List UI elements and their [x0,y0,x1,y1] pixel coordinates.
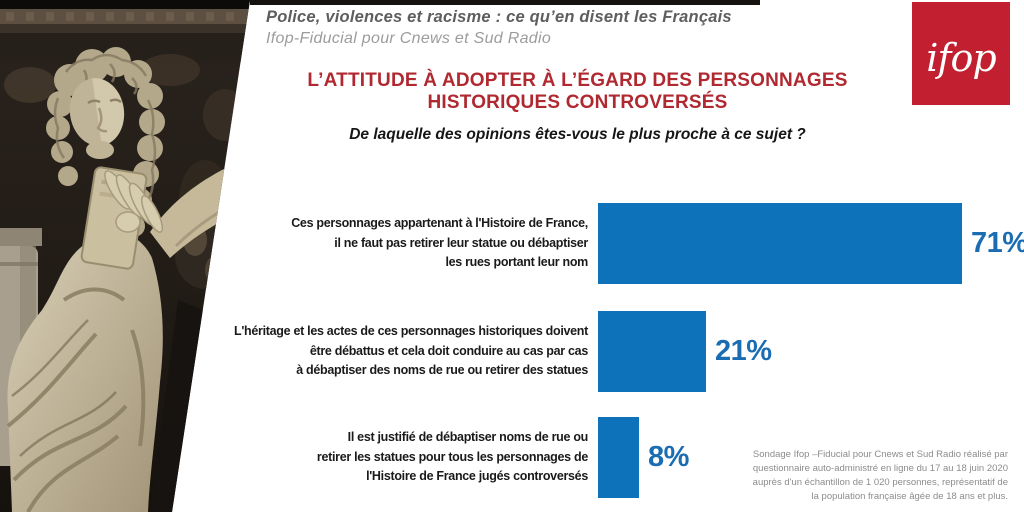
chart-question: De laquelle des opinions êtes-vous le pl… [349,126,806,143]
bar-case-by-case [598,311,706,392]
bar-row-remove-all: Il est justifié de débaptiser noms de ru… [176,417,689,498]
bar-label: Il est justifié de débaptiser noms de ru… [316,430,588,484]
bar-label: Ces personnages appartenant à l'Histoire… [291,216,588,270]
bar-value: 71% [971,227,1024,259]
bar-row-keep-statues: Ces personnages appartenant à l'Histoire… [176,203,1024,284]
bar-value: 8% [648,441,689,473]
methodology-note: Sondage Ifop –Fiducial pour Cnews et Sud… [752,449,1008,502]
bar-remove-all [598,417,639,498]
bar-label: L'héritage et les actes de ces personnag… [234,324,588,378]
report-title: Police, violences et racisme : ce qu’en … [266,8,732,26]
report-header: Police, violences et racisme : ce qu’en … [266,8,826,48]
top-border-bar [250,0,760,5]
ifop-logo: ifop [912,2,1010,105]
bar-value: 21% [715,335,772,367]
bar-keep-statues [598,203,962,284]
chart-title: L’ATTITUDE À ADOPTER À L’ÉGARD DES PERSO… [307,70,848,113]
ifop-logo-text: ifop [926,35,996,80]
bar-row-case-by-case: L'héritage et les actes de ces personnag… [176,311,772,392]
report-subtitle: Ifop-Fiducial pour Cnews et Sud Radio [266,30,552,47]
